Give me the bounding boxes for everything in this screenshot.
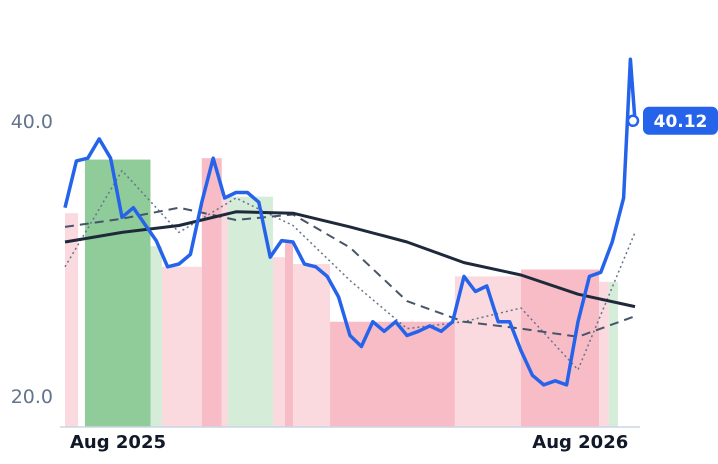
series-line xyxy=(63,57,637,387)
region xyxy=(330,321,455,427)
y-tick-label: 40.0 xyxy=(11,111,53,133)
region xyxy=(161,266,202,427)
region xyxy=(65,213,79,427)
x-tick-label: Aug 2025 xyxy=(70,432,166,453)
region xyxy=(150,246,162,427)
region xyxy=(454,276,521,427)
region xyxy=(273,257,286,427)
region xyxy=(293,264,331,427)
region xyxy=(599,281,609,427)
region xyxy=(521,269,600,427)
x-tick-label: Aug 2026 xyxy=(532,432,628,453)
region xyxy=(221,198,229,427)
series-line xyxy=(64,206,636,338)
y-tick-label: 20.0 xyxy=(11,386,53,408)
region xyxy=(285,242,293,427)
region xyxy=(201,158,222,428)
series-line xyxy=(64,210,636,309)
region xyxy=(608,281,618,427)
last-value-label: 40.12 xyxy=(654,112,708,132)
last-point xyxy=(626,114,640,128)
last-value-badge xyxy=(643,106,718,135)
